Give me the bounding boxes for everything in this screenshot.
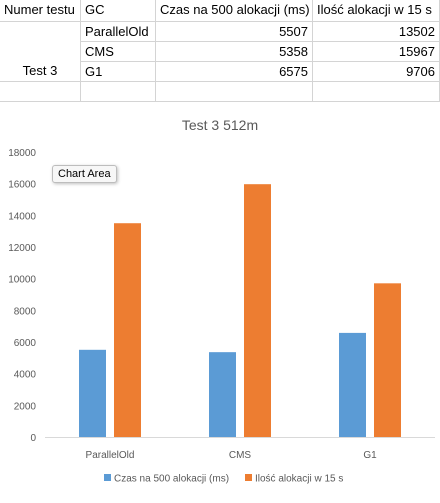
y-tick-label: 0 — [30, 433, 36, 444]
legend-swatch — [245, 474, 252, 481]
y-axis: 0 2000 4000 6000 8000 10000 12000 14000 16000 180… — [8, 148, 36, 444]
bar-czas-paralleloid[interactable] — [79, 349, 106, 437]
bar-czas-g1[interactable] — [339, 332, 366, 437]
cell-ilosc-g1[interactable]: 9706 — [313, 62, 440, 82]
y-tick-label: 6000 — [14, 338, 37, 349]
chart-title: Test 3 512m — [182, 117, 258, 133]
cell-ilosc-cms[interactable]: 15967 — [313, 42, 440, 62]
header-numer-testu[interactable]: Numer testu — [0, 0, 81, 22]
cell-gc-cms[interactable]: CMS — [81, 42, 156, 62]
bar-ilosc-cms[interactable] — [244, 184, 271, 437]
cell-czas-cms[interactable]: 5358 — [156, 42, 313, 62]
y-tick-label: 16000 — [8, 180, 36, 191]
header-czas[interactable]: Czas na 500 alokacji (ms) — [156, 0, 313, 22]
y-tick-label: 10000 — [8, 275, 36, 286]
bar-ilosc-g1[interactable] — [374, 283, 401, 437]
empty-cell[interactable] — [313, 82, 440, 102]
y-tick-label: 12000 — [8, 243, 36, 254]
bar-ilosc-paralleloid[interactable] — [114, 223, 141, 437]
legend-label: Ilość alokacji w 15 s — [255, 474, 343, 485]
x-tick-label: ParallelOld — [86, 450, 135, 461]
header-gc[interactable]: GC — [81, 0, 156, 22]
spreadsheet-table: Numer testu GC Czas na 500 alokacji (ms)… — [0, 0, 440, 102]
header-ilosc[interactable]: Ilość alokacji w 15 s — [313, 0, 440, 22]
chart-area-tooltip: Chart Area — [52, 165, 117, 183]
y-tick-label: 14000 — [8, 211, 36, 222]
legend-swatch — [104, 474, 111, 481]
bar-czas-cms[interactable] — [209, 352, 236, 437]
legend-label: Czas na 500 alokacji (ms) — [114, 474, 229, 485]
cell-ilosc-paralleloid[interactable]: 13502 — [313, 22, 440, 42]
cell-gc-paralleloid[interactable]: ParallelOld — [81, 22, 156, 42]
bar-chart: Test 3 512m 0 2000 4000 6000 8000 10000 12000 1… — [8, 117, 435, 485]
chart-area[interactable]: Test 3 512m 0 2000 4000 6000 8000 10000 12000 1… — [0, 102, 440, 498]
y-tick-label: 2000 — [14, 401, 37, 412]
bars-group — [79, 184, 401, 437]
x-tick-label: CMS — [229, 450, 252, 461]
cell-czas-paralleloid[interactable]: 5507 — [156, 22, 313, 42]
cell-gc-g1[interactable]: G1 — [81, 62, 156, 82]
legend[interactable]: Czas na 500 alokacji (ms) Ilość alokacji … — [104, 474, 343, 485]
y-tick-label: 18000 — [8, 148, 36, 159]
cell-czas-g1[interactable]: 6575 — [156, 62, 313, 82]
y-tick-label: 8000 — [14, 306, 37, 317]
test-label-text: Test 3 — [22, 63, 58, 78]
empty-cell[interactable] — [81, 82, 156, 102]
empty-cell[interactable] — [156, 82, 313, 102]
x-tick-label: G1 — [363, 450, 377, 461]
y-tick-label: 4000 — [14, 370, 37, 381]
cell-test-label[interactable]: Test 3 — [0, 22, 81, 82]
empty-cell[interactable] — [0, 82, 81, 102]
x-axis-labels: ParallelOld CMS G1 — [86, 450, 378, 461]
